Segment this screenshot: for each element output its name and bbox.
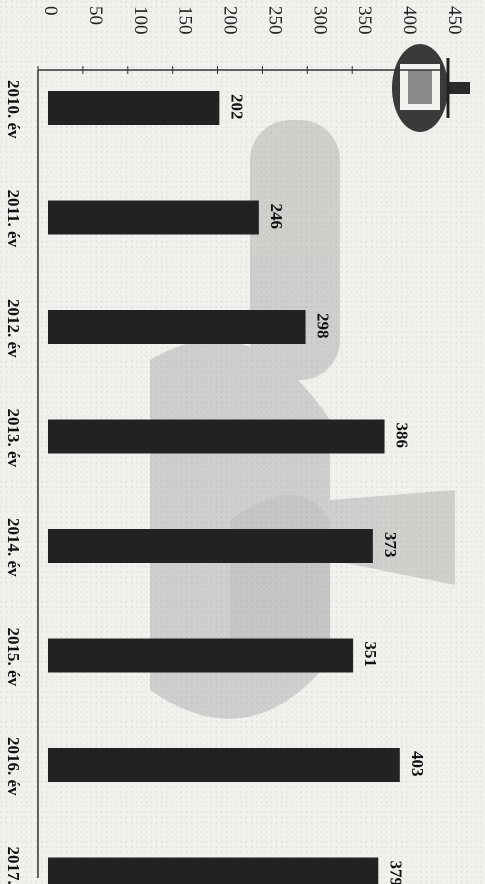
bar — [48, 419, 385, 454]
value-tick-label: 50 — [85, 6, 106, 25]
value-tick-label: 0 — [40, 6, 61, 16]
value-tick-label: 100 — [130, 6, 151, 35]
category-label: 2013. év — [4, 409, 23, 468]
data-label: 403 — [408, 751, 427, 777]
data-label: 379 — [386, 861, 405, 884]
category-label: 2016. év — [4, 737, 23, 796]
data-label: 373 — [381, 532, 400, 558]
bar — [48, 200, 259, 235]
bar — [48, 638, 354, 673]
category-label: 2010. év — [4, 80, 23, 139]
category-label: 2015. év — [4, 628, 23, 687]
value-tick-label: 300 — [309, 6, 330, 35]
category-label: 2011. év — [4, 190, 23, 248]
ship-emblem-icon — [392, 44, 470, 132]
bar — [48, 529, 373, 563]
bar — [48, 857, 379, 884]
value-tick-label: 200 — [220, 6, 241, 35]
bar — [48, 91, 220, 125]
bar — [48, 748, 400, 782]
data-label: 246 — [267, 204, 286, 230]
bar — [48, 310, 306, 344]
category-label: 2014. év — [4, 518, 23, 577]
value-tick-label: 450 — [444, 6, 465, 35]
category-label: 2017. év — [4, 847, 23, 884]
data-label: 202 — [227, 94, 246, 120]
value-tick-label: 400 — [399, 6, 420, 35]
data-label: 386 — [393, 423, 412, 449]
value-tick-label: 150 — [175, 6, 196, 35]
category-label: 2012. év — [4, 299, 23, 358]
data-label: 351 — [361, 642, 380, 668]
value-tick-label: 250 — [264, 6, 285, 35]
data-label: 298 — [314, 313, 333, 339]
value-tick-label: 350 — [354, 6, 375, 35]
